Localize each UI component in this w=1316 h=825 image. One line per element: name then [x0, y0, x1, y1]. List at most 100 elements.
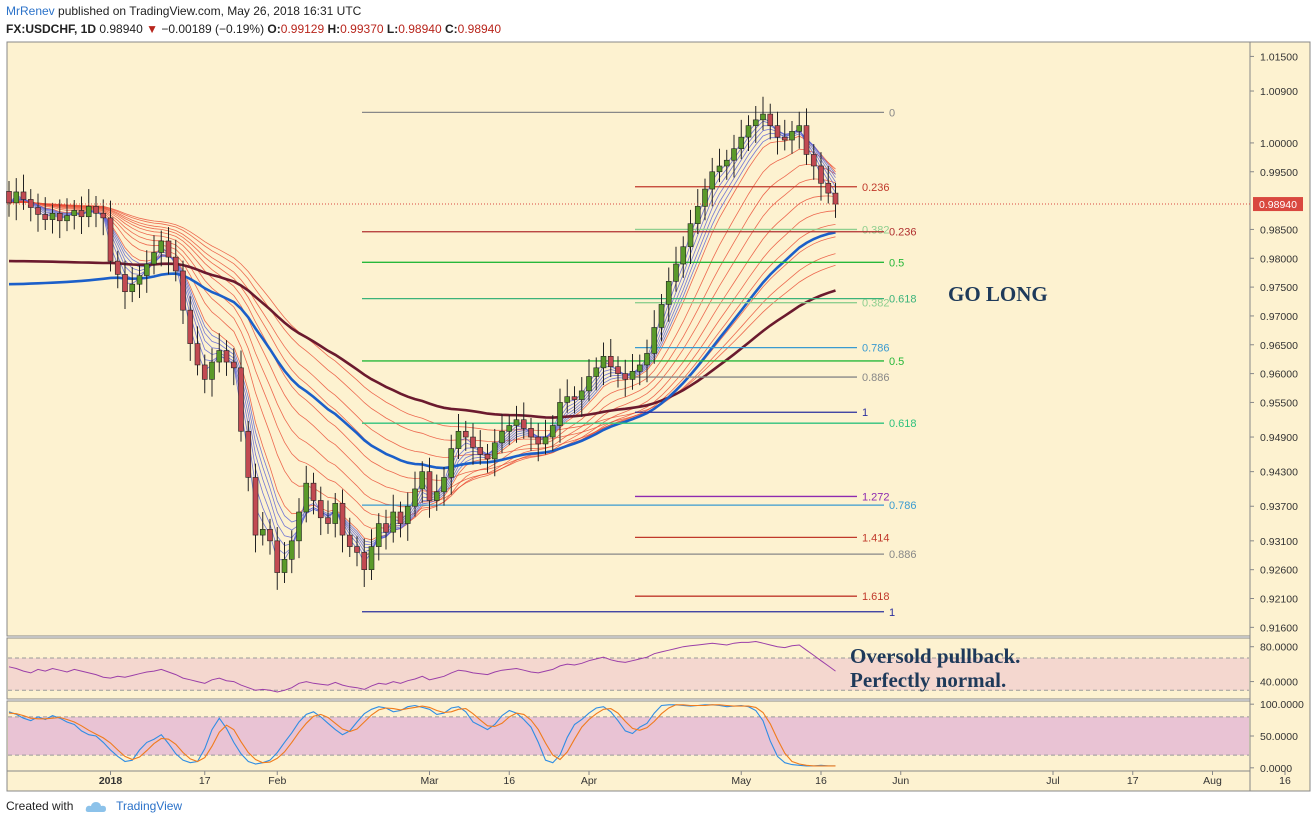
- candle-body: [114, 260, 121, 275]
- candle-body: [760, 113, 766, 121]
- price-tick-label: 0.97000: [1260, 311, 1298, 323]
- time-tick-label: 16: [503, 775, 515, 787]
- price-tick-label: 0.94900: [1260, 432, 1298, 444]
- stoch-tick-label: 0.0000: [1260, 763, 1292, 775]
- time-tick-label: 16: [815, 775, 827, 787]
- rsi-tick-label: 40.0000: [1260, 677, 1298, 689]
- price-tick-label: 0.99500: [1260, 167, 1298, 179]
- candle-body: [267, 529, 273, 542]
- candle-body: [346, 534, 353, 547]
- time-axis[interactable]: [6, 770, 1251, 792]
- candle-body: [462, 430, 469, 438]
- fib-level-label: 0.382: [862, 298, 890, 310]
- candle-body: [767, 113, 774, 126]
- time-tick-label: Jun: [892, 775, 909, 787]
- candle-body: [6, 191, 12, 204]
- fib-level-label: 0.618: [889, 418, 917, 430]
- time-tick-label: Apr: [581, 775, 598, 787]
- candle-body: [818, 165, 824, 184]
- candle-body: [49, 212, 56, 220]
- candle-body: [810, 154, 817, 167]
- fib-level-label: 0.382: [862, 224, 890, 236]
- fib-level-label: 0.618: [889, 294, 917, 306]
- candle-body: [789, 131, 795, 141]
- candle-body: [535, 436, 542, 445]
- author-link[interactable]: MrRenev: [6, 4, 55, 18]
- candle-body: [491, 442, 498, 460]
- candle-body: [651, 327, 658, 354]
- fib-level-label: 0.886: [889, 549, 917, 561]
- candle-body: [513, 419, 520, 426]
- fib-level-label: 0.5: [889, 356, 904, 368]
- candle-body: [578, 390, 585, 400]
- last-price: 0.98940: [99, 22, 143, 36]
- candle-body: [419, 471, 426, 490]
- candle-body: [375, 523, 382, 547]
- candle-body: [825, 182, 832, 194]
- time-tick-label: Jul: [1046, 775, 1059, 787]
- high-label: H:: [327, 22, 341, 36]
- ema-slow-line: [8, 201, 836, 442]
- candle-body: [832, 192, 839, 205]
- change-value: −0.00189 (−0.19%): [161, 22, 265, 36]
- candle-body: [245, 430, 252, 478]
- published-text: published on TradingView.com, May 26, 20…: [58, 4, 362, 18]
- candle-body: [752, 119, 759, 126]
- price-tick-label: 1.01500: [1260, 51, 1298, 63]
- candle-body: [303, 482, 310, 513]
- low-label: L:: [386, 22, 399, 36]
- last-price-box: [1253, 197, 1303, 212]
- candle-body: [252, 477, 259, 536]
- tradingview-link[interactable]: TradingView: [116, 799, 183, 813]
- candle-body: [187, 309, 194, 344]
- candle-body: [223, 350, 230, 363]
- candle-body: [56, 212, 63, 222]
- stoch-band: [8, 716, 1249, 756]
- price-tick-label: 0.91600: [1260, 622, 1298, 634]
- main-pane[interactable]: [6, 41, 1251, 637]
- candle-body: [455, 430, 462, 449]
- close-value: 0.98940: [457, 22, 502, 36]
- candle-body: [172, 256, 179, 272]
- rsi-tick-label: 80.0000: [1260, 642, 1298, 654]
- candle-body: [470, 436, 476, 448]
- candle-body: [694, 206, 701, 224]
- candle-body: [774, 125, 781, 138]
- candle-body: [426, 471, 433, 501]
- candle-body: [85, 206, 92, 218]
- candle-body: [194, 343, 201, 366]
- stoch-tick-label: 50.0000: [1260, 731, 1298, 743]
- ema-slow-line: [8, 163, 836, 518]
- time-tick-label: May: [731, 775, 752, 787]
- candle-body: [745, 125, 752, 138]
- price-tick-label: 0.92100: [1260, 594, 1298, 606]
- candle-body: [317, 500, 324, 519]
- symbol-info: FX:USDCHF, 1D 0.98940 ▼ −0.00189 (−0.19%…: [6, 22, 501, 36]
- low-value: 0.98940: [398, 22, 442, 36]
- rsi-band: [8, 658, 1249, 691]
- candle-body: [549, 425, 556, 438]
- candle-body: [209, 361, 215, 380]
- candle-body: [796, 125, 803, 132]
- price-tick-label: 0.93700: [1260, 501, 1298, 513]
- candle-body: [201, 364, 208, 380]
- fib-level-label: 1.618: [862, 591, 890, 603]
- candle-body: [702, 188, 708, 207]
- candle-body: [100, 212, 107, 219]
- fib-level-label: 0.236: [889, 227, 917, 239]
- time-tick-label: 16: [1279, 775, 1291, 787]
- candle-body: [542, 436, 549, 445]
- price-axis[interactable]: [1249, 41, 1311, 792]
- candle-body: [644, 353, 650, 366]
- price-tick-label: 0.92600: [1260, 565, 1298, 577]
- footer: Created with TradingView: [6, 799, 182, 813]
- price-tick-label: 0.93100: [1260, 536, 1298, 548]
- candle-body: [709, 171, 716, 190]
- fib-level-label: 1: [862, 407, 868, 419]
- candle-body: [288, 540, 295, 560]
- candle-body: [180, 270, 186, 311]
- candle-body: [781, 136, 788, 141]
- down-arrow-icon: ▼: [146, 22, 158, 36]
- candle-body: [368, 546, 375, 570]
